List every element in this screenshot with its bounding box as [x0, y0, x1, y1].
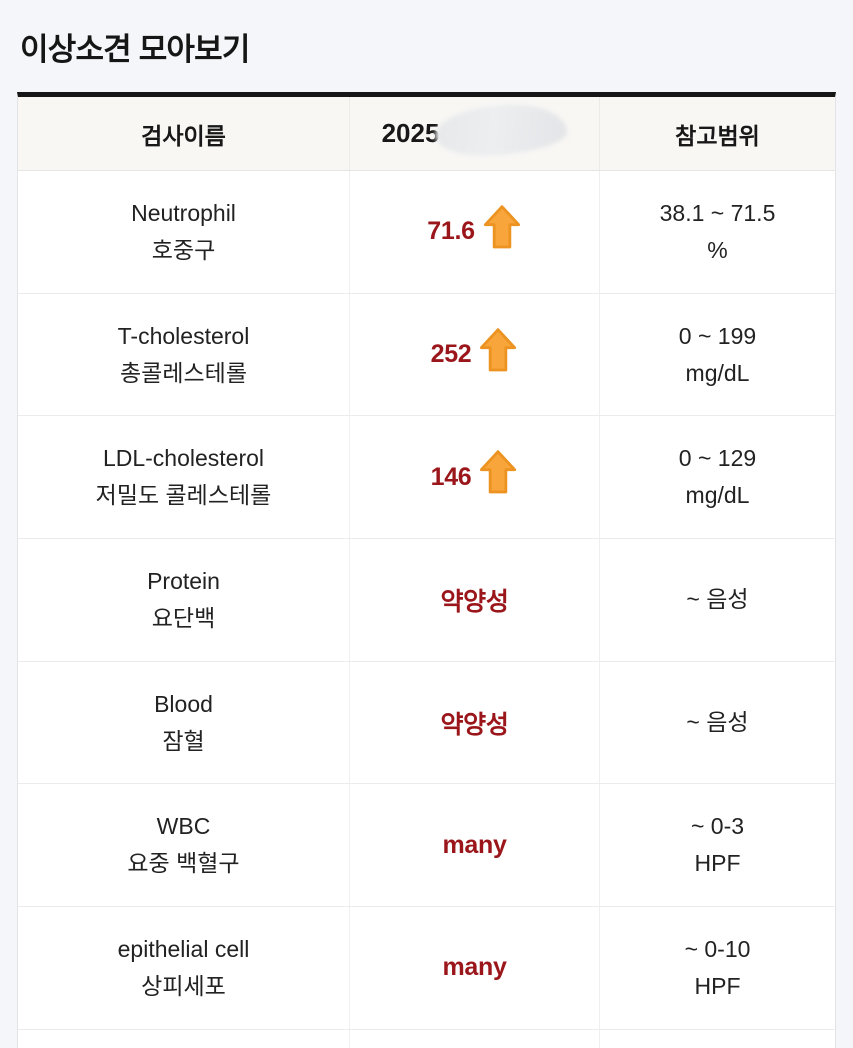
result-cell: 약양성 [349, 661, 599, 784]
range-line1: ~ 음성 [686, 709, 749, 736]
range-cell: 0 ~ 129 mg/dL [599, 416, 835, 539]
table-row: Protein 요단백 약양성 ~ 음성 [18, 539, 835, 662]
test-name-en: LDL-cholesterol [102, 445, 265, 472]
range-line1: 0 ~ 199 [678, 322, 757, 349]
result-value: many [442, 953, 507, 982]
test-name-cell: WBC 요중 백혈구 [18, 784, 349, 906]
result-cell: many [349, 907, 599, 1029]
test-name-en: Blood [154, 690, 213, 717]
test-name-ko: 호중구 [151, 236, 216, 263]
range-line1: ~ 0-3 [690, 813, 745, 840]
test-name-cell: Neutrophil 호중구 [18, 171, 349, 293]
result-value: 약양성 [440, 710, 509, 739]
range-cell: 38.1 ~ 71.5 % [599, 171, 835, 293]
result-cell: 252 [349, 293, 599, 416]
table-row-partial [18, 1029, 835, 1048]
range-cell: ~ 0-10 HPF [599, 907, 835, 1029]
range-line2: mg/dL [685, 482, 750, 509]
table-row: Blood 잠혈 약양성 ~ 음성 [18, 661, 835, 785]
test-name-cell: LDL-cholesterol 저밀도 콜레스테롤 [18, 416, 349, 538]
table-header-row: 검사이름 2025 참고범위 [18, 97, 835, 171]
test-name-ko: 요중 백혈구 [127, 850, 240, 877]
range-line2: HPF [694, 850, 741, 877]
table-row: epithelial cell 상피세포 many ~ 0-10 HPF [18, 907, 835, 1030]
test-name-ko: 요단백 [151, 604, 216, 631]
header-reference-range: 참고범위 [599, 97, 835, 170]
test-name-ko: 저밀도 콜레스테롤 [95, 482, 272, 509]
range-line2: % [707, 236, 728, 263]
range-cell: ~ 음성 [599, 539, 835, 661]
result-value: 약양성 [440, 587, 509, 616]
result-value: many [442, 830, 507, 859]
test-name-en: WBC [156, 813, 211, 840]
table-row: LDL-cholesterol 저밀도 콜레스테롤 146 0 ~ 129 mg… [18, 416, 835, 540]
header-date-year: 2025 [381, 118, 440, 148]
header-date: 2025 [349, 97, 599, 170]
result-cell: many [349, 784, 599, 907]
up-arrow-icon [478, 447, 518, 497]
table-row: WBC 요중 백혈구 many ~ 0-3 HPF [18, 784, 835, 908]
range-cell: 0 ~ 199 mg/dL [599, 293, 835, 416]
test-name-en: Protein [147, 567, 220, 594]
result-value: 71.6 [427, 217, 475, 246]
test-name-en: epithelial cell [117, 935, 250, 962]
result-cell: 146 [349, 416, 599, 539]
range-line1: 38.1 ~ 71.5 [659, 199, 776, 226]
test-name-cell: T-cholesterol 총콜레스테롤 [18, 294, 349, 416]
table-row: Neutrophil 호중구 71.6 38.1 ~ 71.5 % [18, 171, 835, 294]
header-test-name: 검사이름 [141, 122, 226, 149]
result-value: 146 [430, 462, 472, 491]
test-name-en: Neutrophil [131, 199, 236, 226]
test-name-en: T-cholesterol [117, 322, 250, 349]
redaction-smudge [434, 101, 569, 158]
range-line1: ~ 0-10 [684, 935, 751, 962]
up-arrow-icon [478, 325, 518, 375]
range-line2: HPF [694, 972, 741, 999]
result-cell: 71.6 [349, 171, 599, 293]
test-name-cell: epithelial cell 상피세포 [18, 907, 349, 1029]
test-name-ko: 상피세포 [141, 972, 226, 999]
range-line1: ~ 음성 [686, 586, 749, 613]
test-name-ko: 총콜레스테롤 [120, 359, 247, 386]
up-arrow-icon [482, 202, 522, 252]
result-cell: 약양성 [349, 539, 599, 661]
range-line2: mg/dL [685, 359, 750, 386]
page-title: 이상소견 모아보기 [20, 32, 250, 67]
table-row: T-cholesterol 총콜레스테롤 252 0 ~ 199 mg/dL [18, 293, 835, 417]
abnormal-findings-table: 검사이름 2025 참고범위 Neutrophil 호중구 71.6 38.1 … [17, 92, 836, 1048]
range-line1: 0 ~ 129 [678, 445, 757, 472]
test-name-ko: 잠혈 [162, 727, 205, 754]
range-cell: ~ 0-3 HPF [599, 784, 835, 907]
range-cell: ~ 음성 [599, 661, 835, 784]
test-name-cell: Protein 요단백 [18, 539, 349, 661]
result-value: 252 [430, 340, 472, 369]
test-name-cell: Blood 잠혈 [18, 662, 349, 784]
